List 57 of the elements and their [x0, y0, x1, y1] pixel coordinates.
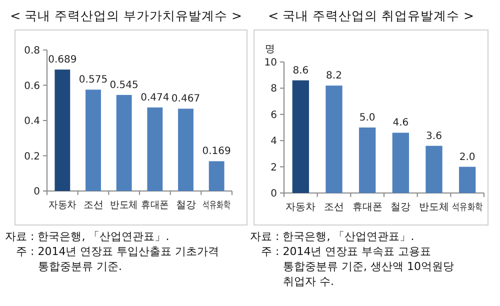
y-tick-label: 0.6	[24, 80, 40, 92]
data-label: 0.467	[171, 94, 200, 105]
y-tick-label: 0	[34, 186, 40, 198]
x-tick-label: 조선	[324, 202, 344, 213]
bar	[116, 94, 132, 191]
x-tick-label: 반도체	[419, 202, 449, 213]
y-tick-label: 6	[270, 110, 277, 121]
x-tick-label: 자동차	[48, 200, 78, 211]
text: 통합중분류 기준, 생산액 10억원당	[283, 260, 454, 273]
data-label: 3.6	[426, 130, 442, 142]
x-tick-label: 반도체	[110, 200, 140, 211]
bar	[292, 80, 309, 193]
bar	[86, 90, 101, 191]
y-tick-label: 4	[270, 136, 277, 148]
x-tick-label: 석유화학	[452, 202, 492, 213]
data-label: 8.2	[326, 70, 342, 82]
y-tick-label: 8	[270, 84, 277, 95]
y-axis-title: 명	[265, 44, 275, 55]
text: 자료 : 한국은행, 「산업연관표」.	[5, 230, 170, 243]
data-label: 2.0	[459, 152, 476, 163]
bar	[326, 86, 342, 193]
x-tick-label: 휴대폰	[141, 200, 171, 211]
bar	[392, 132, 409, 193]
bar	[459, 166, 476, 193]
x-tick-label: 철강	[176, 200, 196, 211]
y-tick-label: 0.4	[24, 116, 40, 127]
bar	[208, 161, 224, 191]
x-tick-label: 조선	[83, 200, 104, 211]
bar	[54, 70, 70, 191]
x-tick-label: 철강	[390, 202, 411, 213]
data-label: 0.474	[140, 92, 170, 104]
data-label: 8.6	[292, 65, 309, 76]
x-tick-label: 휴대폰	[352, 202, 382, 213]
y-tick-label: 0.2	[24, 151, 40, 162]
y-tick-label: 2	[270, 162, 277, 174]
y-tick-label: 0.8	[24, 46, 40, 56]
data-label: 4.6	[392, 118, 409, 129]
text: 취업자 수.	[283, 275, 334, 288]
y-tick-label: 10	[264, 58, 277, 68]
x-tick-label: 석유화학	[202, 200, 243, 211]
data-label: 5.0	[359, 112, 376, 124]
data-label: 0.545	[110, 80, 138, 91]
data-label: 0.575	[78, 74, 108, 86]
data-label: 0.689	[48, 54, 77, 66]
y-tick-label: 0	[270, 188, 277, 200]
text: 통합중분류 기준.	[38, 260, 122, 273]
text: 자료 : 한국은행, 「산업연관표」.	[250, 230, 414, 243]
text: 주 : 2014년 연장표 투입산출표 기초가격	[16, 245, 220, 258]
chart-title: < 국내 주력산업의 취업유발계수 >	[268, 8, 474, 23]
bar	[178, 108, 194, 191]
bar	[426, 146, 442, 193]
text: 주 : 2014년 연장표 부속표 고용표	[261, 245, 432, 258]
data-label: 0.169	[202, 146, 231, 158]
x-tick-label: 자동차	[286, 202, 316, 213]
bar	[359, 128, 376, 193]
chart-title: < 국내 주력산업의 부가가치유발계수 >	[10, 8, 242, 23]
bar	[147, 107, 163, 191]
